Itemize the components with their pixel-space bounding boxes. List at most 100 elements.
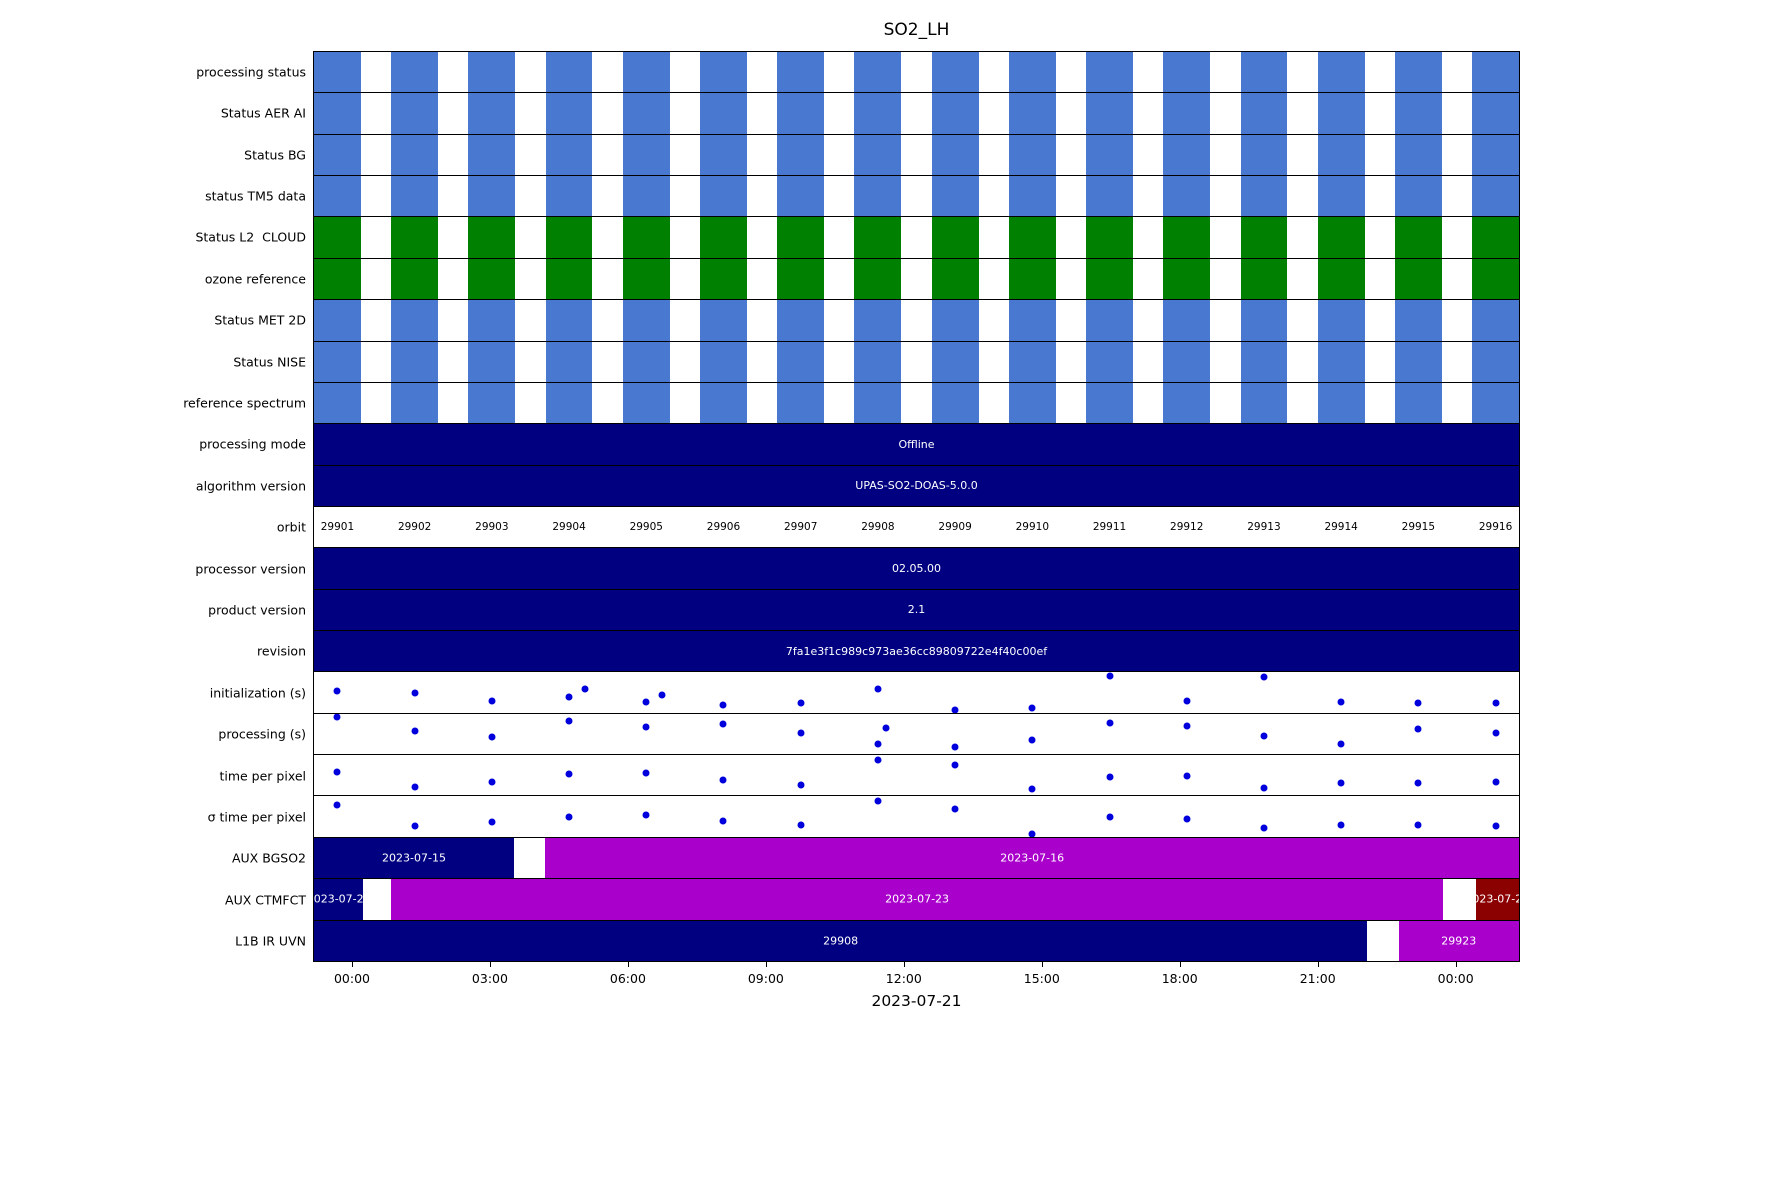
row-label-aux-ctmfct: AUX CTMFCT	[225, 892, 306, 908]
x-tick	[1455, 962, 1457, 967]
status-bar-orbit-29906	[700, 176, 747, 217]
data-point	[642, 698, 650, 706]
aux-bgso2-segment: 2023-07-16	[545, 837, 1519, 879]
status-bar-orbit-29905	[622, 52, 670, 93]
data-point	[951, 805, 959, 813]
x-tick	[627, 962, 629, 967]
status-bar-orbit-29914	[1317, 176, 1365, 217]
aux-ctmfct-segment: 2023-07-22	[314, 879, 371, 920]
data-point	[719, 776, 727, 784]
revision-value: 7fa1e3f1c989c973ae36cc89809722e4f40c00ef	[314, 631, 1519, 672]
status-bar-orbit-29901	[314, 176, 361, 217]
status-bar-orbit-29906	[700, 300, 747, 341]
status-bar-orbit-29915	[1394, 300, 1442, 341]
chart-title: SO2_LH	[883, 20, 950, 40]
data-point	[1337, 779, 1345, 787]
x-tick-label: 15:00	[1023, 971, 1060, 986]
orbit-number: 29913	[1247, 521, 1281, 534]
status-bar-orbit-29909	[931, 300, 979, 341]
data-point	[1028, 830, 1036, 837]
status-bar-orbit-29903	[468, 134, 516, 176]
aux-ctmfct-segment: 2023-07-24	[1465, 879, 1519, 920]
status-bar-orbit-29901	[314, 382, 361, 424]
status-bar-orbit-29916	[1472, 52, 1519, 93]
status-bar-orbit-29911	[1086, 176, 1133, 217]
row-status-aer-ai	[314, 93, 1519, 135]
status-bar-orbit-29913	[1240, 217, 1288, 258]
row-time-per-pixel	[314, 796, 1519, 838]
status-bar-orbit-29910	[1008, 52, 1056, 93]
status-bar-orbit-29909	[931, 217, 979, 258]
row-orbit: 29901 29902 29903 29904 29905 29906 29907 29908…	[314, 506, 1519, 549]
x-tick	[765, 962, 767, 967]
segment-label: 2023-07-24	[1465, 892, 1519, 906]
row-label-status-aer-ai: Status AER AI	[220, 105, 306, 121]
status-bar-orbit-29901	[314, 52, 361, 93]
row-processing-status	[314, 52, 1519, 94]
data-point	[874, 685, 882, 693]
orbit-number: 29904	[552, 521, 586, 534]
data-point	[1028, 736, 1036, 744]
data-point	[1492, 729, 1500, 737]
row-status-met-2d	[314, 300, 1519, 342]
status-bar-orbit-29913	[1240, 134, 1288, 176]
orbit-number: 29914	[1324, 521, 1358, 534]
data-point	[1183, 815, 1191, 823]
data-point	[1028, 785, 1036, 793]
row-label-status-nise: Status NISE	[233, 354, 306, 370]
row-label-processing-mode: processing mode	[199, 436, 306, 452]
row-initialization-s	[314, 672, 1519, 714]
row-label-reference-spectrum: reference spectrum	[183, 395, 306, 411]
status-bar-orbit-29903	[468, 300, 516, 341]
status-bar-orbit-29902	[391, 341, 439, 382]
status-bar-orbit-29905	[622, 93, 670, 134]
status-bar-orbit-29908	[854, 382, 902, 424]
status-bar-orbit-29908	[854, 93, 902, 134]
data-point	[411, 783, 419, 791]
product-version-value: 2.1	[314, 589, 1519, 631]
data-point	[333, 801, 341, 809]
status-bar-orbit-29903	[468, 52, 516, 93]
data-point	[882, 724, 890, 732]
data-point	[1414, 725, 1422, 733]
status-bar-orbit-29912	[1163, 300, 1211, 341]
status-bar-orbit-29915	[1394, 134, 1442, 176]
status-bar-orbit-29907	[777, 258, 825, 300]
aux-ctmfct-segment: 2023-07-23	[391, 879, 1444, 920]
status-bar-orbit-29916	[1472, 300, 1519, 341]
row-revision: 7fa1e3f1c989c973ae36cc89809722e4f40c00ef	[314, 631, 1519, 673]
status-bar-orbit-29902	[391, 52, 439, 93]
status-bar-orbit-29908	[854, 176, 902, 217]
status-bar-orbit-29914	[1317, 382, 1365, 424]
status-bar-orbit-29901	[314, 93, 361, 134]
status-bar-orbit-29909	[931, 341, 979, 382]
status-bar-orbit-29905	[622, 341, 670, 382]
status-bar-orbit-29910	[1008, 258, 1056, 300]
status-bar-orbit-29914	[1317, 258, 1365, 300]
status-bar-orbit-29903	[468, 217, 516, 258]
data-point	[1414, 821, 1422, 829]
row-aux-bgso2: 2023-07-15 2023-07-16	[314, 837, 1519, 880]
status-bar-orbit-29914	[1317, 300, 1365, 341]
x-tick-label: 12:00	[885, 971, 922, 986]
status-bar-orbit-29907	[777, 176, 825, 217]
status-bar-orbit-29903	[468, 382, 516, 424]
status-bar-orbit-29909	[931, 134, 979, 176]
status-bar-orbit-29904	[545, 341, 593, 382]
data-point	[1337, 740, 1345, 748]
status-bar-orbit-29904	[545, 382, 593, 424]
data-point	[874, 797, 882, 804]
data-point	[1260, 732, 1268, 740]
status-bar-orbit-29916	[1472, 93, 1519, 134]
row-aux-ctmfct: 2023-07-22 2023-07-23 2023-07-24	[314, 879, 1519, 921]
row-label-processing-status: processing status	[196, 64, 306, 80]
status-bar-orbit-29901	[314, 300, 361, 341]
data-point	[797, 821, 805, 829]
data-point	[797, 781, 805, 789]
row-status-tm5-data	[314, 176, 1519, 218]
status-bar-orbit-29910	[1008, 134, 1056, 176]
row-label-orbit: orbit	[276, 519, 306, 535]
status-bar-orbit-29904	[545, 176, 593, 217]
processing-mode-value: Offline	[314, 424, 1519, 465]
